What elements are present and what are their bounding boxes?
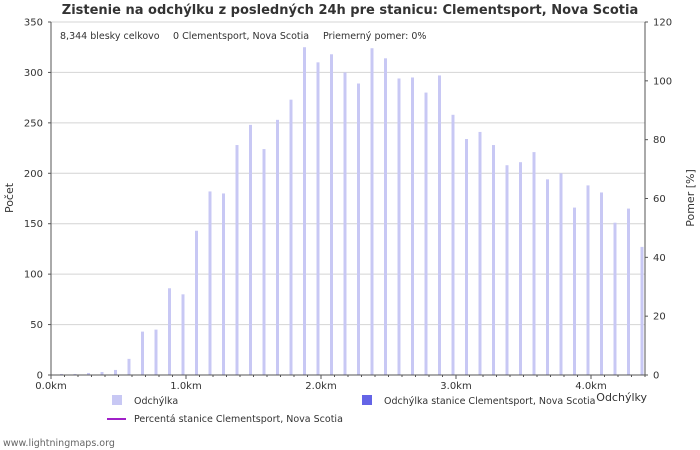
bar bbox=[424, 92, 428, 375]
y-right-tick-label: 60 bbox=[653, 194, 666, 205]
legend-swatch-deviation bbox=[112, 395, 122, 405]
y-tick-label: 0 bbox=[37, 371, 43, 382]
y-right-tick-label: 40 bbox=[653, 253, 666, 264]
info-station: 0 Clementsport, Nova Scotia bbox=[173, 31, 309, 42]
y-right-tick-label: 20 bbox=[653, 312, 666, 323]
bar bbox=[154, 329, 158, 375]
info-total: 8,344 blesky celkovo bbox=[60, 31, 160, 42]
axes: 0 50 100 150 200 250 300 350 0 20 40 60 80 100 120 0.0k… bbox=[24, 18, 672, 393]
bar bbox=[208, 191, 212, 375]
bar bbox=[289, 99, 293, 375]
x-axis-label: Odchýlky bbox=[596, 391, 647, 404]
bar bbox=[330, 54, 333, 375]
bar bbox=[586, 185, 590, 375]
bar bbox=[370, 48, 374, 375]
bar-series bbox=[60, 47, 644, 376]
bar bbox=[357, 83, 360, 375]
bar bbox=[100, 371, 104, 375]
bar bbox=[573, 207, 576, 375]
bar bbox=[87, 372, 90, 375]
y-right-axis-label: Pomer [%] bbox=[684, 169, 697, 227]
bar bbox=[640, 246, 644, 375]
chart-title: Zistenie na odchýlku z posledných 24h pr… bbox=[62, 3, 638, 18]
bar bbox=[600, 192, 603, 375]
bar bbox=[222, 193, 225, 375]
y-tick-label: 150 bbox=[24, 219, 43, 230]
bar bbox=[235, 145, 239, 375]
legend-label-station-percent: Percentá stanice Clementsport, Nova Scot… bbox=[134, 414, 343, 425]
bar bbox=[559, 173, 563, 375]
bar bbox=[478, 131, 482, 375]
bar bbox=[249, 124, 252, 375]
bar bbox=[465, 138, 468, 375]
bar bbox=[141, 331, 144, 375]
x-tick-label: 4.0km bbox=[575, 381, 606, 392]
y-tick-label: 350 bbox=[24, 18, 43, 29]
bar bbox=[397, 78, 401, 375]
bar bbox=[343, 72, 347, 375]
bar bbox=[451, 114, 455, 375]
y-axis-label: Počet bbox=[3, 182, 16, 213]
y-tick-label: 200 bbox=[24, 169, 43, 180]
y-tick-label: 250 bbox=[24, 118, 43, 129]
bar bbox=[114, 369, 117, 375]
bar bbox=[627, 208, 630, 375]
bar bbox=[613, 222, 617, 375]
bar bbox=[195, 230, 198, 375]
x-tick-label: 3.0km bbox=[440, 381, 471, 392]
bar bbox=[411, 77, 414, 375]
x-tick-label: 2.0km bbox=[305, 381, 336, 392]
bar bbox=[127, 358, 131, 375]
y-right-tick-label: 80 bbox=[653, 135, 666, 146]
info-average-ratio: Priemerný pomer: 0% bbox=[323, 31, 426, 42]
x-tick-label: 1.0km bbox=[170, 381, 201, 392]
bar bbox=[262, 149, 266, 375]
y-right-tick-label: 120 bbox=[653, 18, 672, 29]
gridlines bbox=[51, 21, 645, 326]
bar bbox=[303, 47, 306, 375]
legend-label-station-deviation: Odchýlka stanice Clementsport, Nova Scot… bbox=[384, 396, 596, 407]
legend-swatch-station-deviation bbox=[362, 395, 372, 405]
y-tick-label: 50 bbox=[30, 320, 43, 331]
bar bbox=[438, 75, 441, 375]
bar bbox=[60, 373, 63, 375]
y-tick-label: 100 bbox=[24, 270, 43, 281]
bar bbox=[316, 62, 320, 375]
y-tick-label: 300 bbox=[24, 68, 43, 79]
bar bbox=[505, 165, 509, 375]
bar bbox=[546, 179, 549, 375]
bar bbox=[384, 58, 387, 376]
y-right-tick-label: 100 bbox=[653, 76, 672, 87]
bar bbox=[168, 288, 171, 375]
bar bbox=[519, 162, 522, 375]
x-tick-label: 0.0km bbox=[35, 381, 66, 392]
bar bbox=[181, 294, 185, 375]
bar bbox=[73, 373, 77, 375]
bar bbox=[276, 119, 279, 376]
legend-label-deviation: Odchýlka bbox=[134, 396, 178, 407]
bar bbox=[532, 152, 536, 375]
y-right-tick-label: 0 bbox=[653, 371, 659, 382]
bar bbox=[492, 145, 495, 375]
footer-source: www.lightningmaps.org bbox=[3, 438, 115, 449]
